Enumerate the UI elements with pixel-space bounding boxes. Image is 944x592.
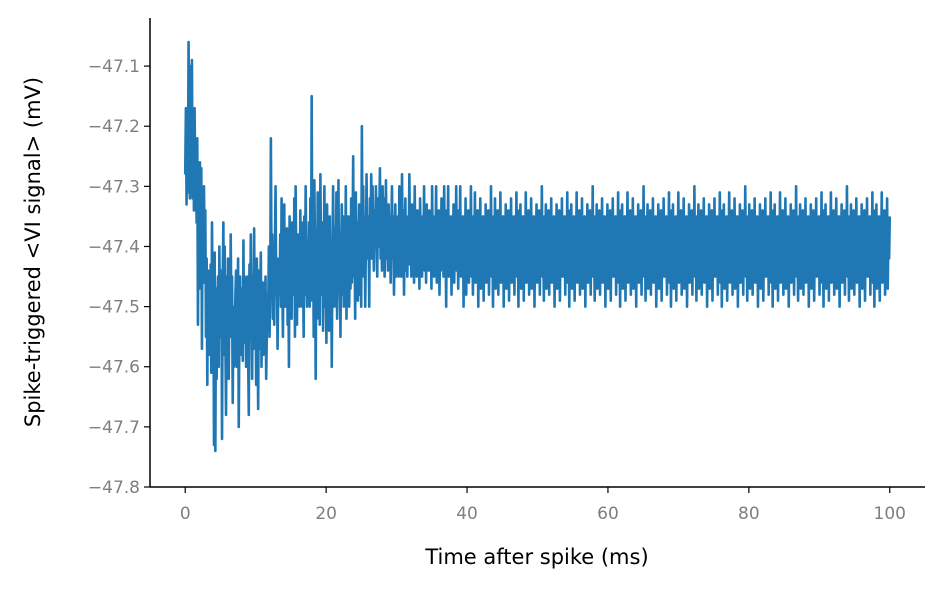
y-ticks: −47.8 −47.7 −47.6 −47.5 −47.4 −47.3 −47.2 −47.1: [88, 57, 150, 498]
series-line-0: [183, 40, 892, 453]
y-tick-label: −47.7: [88, 418, 140, 438]
x-tick-label: 60: [597, 504, 619, 524]
y-tick-label: −47.5: [88, 298, 140, 318]
y-tick-label: −47.4: [88, 237, 140, 257]
y-tick-label: −47.8: [88, 478, 140, 498]
y-tick-label: −47.2: [88, 117, 140, 137]
data-layer: [183, 40, 892, 453]
x-tick-label: 100: [874, 504, 906, 524]
x-ticks: 0 20 40 60 80 100: [180, 487, 906, 524]
x-tick-label: 0: [180, 504, 191, 524]
y-axis-label: Spike-triggered <VI signal> (mV): [21, 77, 45, 427]
x-tick-label: 80: [738, 504, 760, 524]
y-tick-label: −47.1: [88, 57, 140, 77]
x-tick-label: 40: [456, 504, 478, 524]
x-axis-label: Time after spike (ms): [424, 545, 648, 569]
x-tick-label: 20: [315, 504, 337, 524]
y-tick-label: −47.3: [88, 177, 140, 197]
axes-layer: [149, 18, 925, 488]
y-tick-label: −47.6: [88, 358, 140, 378]
